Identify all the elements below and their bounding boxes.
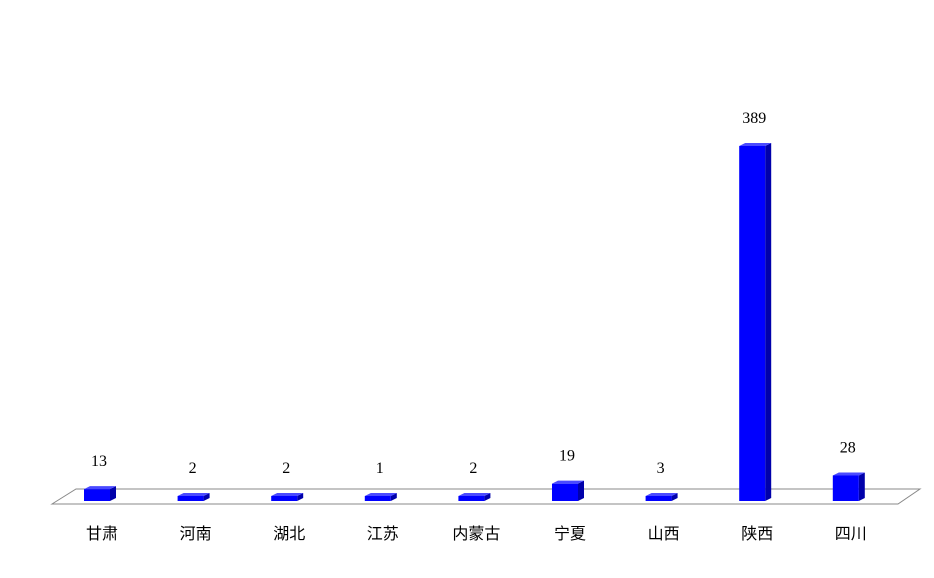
bar-5 <box>458 493 491 501</box>
bar-top-face <box>458 493 491 496</box>
bar-side-face <box>203 493 210 501</box>
bar-top-face <box>739 143 772 146</box>
bar-side-face <box>390 493 397 501</box>
bar-top-face <box>84 486 116 490</box>
bar-front-face <box>458 496 485 501</box>
data-label-1: 13 <box>91 453 107 470</box>
category-label-3: 湖北 <box>273 525 305 543</box>
category-label-4: 江苏 <box>367 525 399 543</box>
bar-1 <box>84 486 116 501</box>
bar-front-face <box>552 483 578 501</box>
bar-chart: 13 2 2 1 2 19 3 389 28 甘肃 河南 湖北 江苏 内蒙古 宁夏 山西 陕西 四川 <box>50 110 922 543</box>
bar-7 <box>645 493 678 501</box>
bar-9 <box>832 472 865 501</box>
bar-side-face <box>110 486 116 501</box>
bar-top-face <box>364 493 397 496</box>
bar-top-face <box>645 493 678 496</box>
bar-front-face <box>84 489 110 501</box>
bar-top-face <box>271 493 304 496</box>
category-label-7: 山西 <box>648 525 680 543</box>
bar-front-face <box>832 475 859 501</box>
category-label-2: 河南 <box>180 525 212 543</box>
category-label-8: 陕西 <box>741 525 773 543</box>
bar-front-face <box>271 496 298 501</box>
data-label-3: 2 <box>282 460 290 477</box>
category-label-6: 宁夏 <box>554 525 586 543</box>
data-label-2: 2 <box>189 460 197 477</box>
bar-front-face <box>177 496 204 501</box>
bar-2 <box>177 493 210 501</box>
data-label-7: 3 <box>657 460 665 477</box>
bar-6 <box>552 480 584 501</box>
bar-3 <box>271 493 304 501</box>
bar-top-face <box>177 493 210 496</box>
bar-front-face <box>739 146 766 501</box>
bar-side-face <box>578 480 584 501</box>
category-label-1: 甘肃 <box>86 525 118 543</box>
data-label-5: 2 <box>469 460 477 477</box>
data-label-4: 1 <box>376 460 384 477</box>
category-label-9: 四川 <box>835 526 867 543</box>
chart-frame: 13 2 2 1 2 19 3 389 28 甘肃 河南 湖北 江苏 内蒙古 宁夏 山西 陕西 四川 <box>8 8 926 570</box>
bar-side-face <box>484 493 491 501</box>
bar-side-face <box>765 143 772 501</box>
bar-side-face <box>858 472 865 501</box>
data-labels-group: 13 2 2 1 2 19 3 389 28 <box>91 110 856 477</box>
bar-8 <box>739 143 772 501</box>
category-label-5: 内蒙古 <box>452 525 500 543</box>
category-labels-group: 甘肃 河南 湖北 江苏 内蒙古 宁夏 山西 陕西 四川 <box>86 525 867 543</box>
data-label-6: 19 <box>559 448 575 465</box>
bar-front-face <box>645 496 672 501</box>
bar-side-face <box>297 493 304 501</box>
data-label-8: 389 <box>742 110 766 127</box>
bar-front-face <box>364 496 391 501</box>
bar-top-face <box>552 480 584 484</box>
bars-group <box>84 143 865 501</box>
bar-4 <box>364 493 397 501</box>
data-label-9: 28 <box>840 439 856 456</box>
bar-side-face <box>671 493 678 501</box>
bar-top-face <box>832 472 865 476</box>
